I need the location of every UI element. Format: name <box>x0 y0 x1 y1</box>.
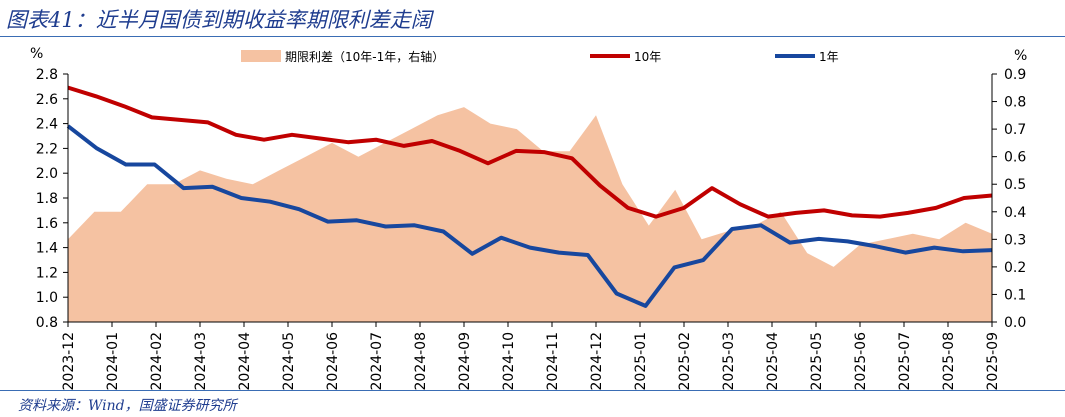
right-axis-label: % <box>1014 48 1027 64</box>
source-divider <box>0 390 1065 391</box>
x-tick-label: 2024-02 <box>149 332 165 391</box>
x-tick-label: 2025-07 <box>897 332 913 391</box>
plot-area <box>66 85 993 322</box>
right-tick-label: 0.6 <box>1004 150 1026 166</box>
right-tick-label: 0.5 <box>1004 177 1026 193</box>
legend: 期限利差（10年-1年，右轴） 10年 1年 <box>241 49 839 64</box>
right-tick-label: 0.1 <box>1004 287 1026 303</box>
right-tick-label: 0.3 <box>1004 232 1026 248</box>
left-tick-label: 2.6 <box>36 92 58 108</box>
right-tick-label: 0.0 <box>1004 315 1026 331</box>
x-tick-label: 2023-12 <box>61 332 77 391</box>
left-tick-label: 2.8 <box>36 67 58 83</box>
x-tick-label: 2025-05 <box>809 332 825 391</box>
left-tick-label: 1.0 <box>36 290 58 306</box>
spread-area <box>68 107 992 322</box>
x-tick-label: 2024-07 <box>369 332 385 391</box>
left-tick-label: 2.4 <box>36 117 58 133</box>
title-divider <box>0 36 1065 37</box>
x-tick-label: 2025-02 <box>677 332 693 391</box>
x-tick-label: 2024-06 <box>325 332 341 391</box>
left-tick-label: 2.0 <box>36 166 58 182</box>
left-tick-label: 1.6 <box>36 216 58 232</box>
left-axis-label: % <box>30 46 43 62</box>
right-tick-label: 0.2 <box>1004 260 1026 276</box>
source-note: 资料来源：Wind，国盛证券研究所 <box>18 398 237 414</box>
x-tick-label: 2025-03 <box>721 332 737 391</box>
left-tick-label: 1.2 <box>36 265 58 281</box>
left-tick-label: 0.8 <box>36 315 58 331</box>
chart-title: 图表41：近半月国债到期收益率期限利差走阔 <box>6 8 432 32</box>
x-tick-label: 2024-04 <box>237 332 253 391</box>
left-tick-label: 2.2 <box>36 141 58 157</box>
x-tick-label: 2024-10 <box>501 332 517 391</box>
right-tick-label: 0.7 <box>1004 122 1026 138</box>
left-tick-label: 1.4 <box>36 241 58 257</box>
right-axis-ticks: 0.9 0.8 0.7 0.6 0.5 0.4 0.3 0.2 0.1 0.0 <box>992 67 1026 331</box>
left-axis-ticks: 2.8 2.6 2.4 2.2 2.0 1.8 1.6 1.4 1.2 1.0 0.8 <box>36 67 68 331</box>
x-tick-label: 2024-11 <box>545 332 561 391</box>
x-tick-label: 2024-12 <box>589 332 605 391</box>
right-tick-label: 0.9 <box>1004 67 1026 83</box>
x-tick-label: 2025-04 <box>765 332 781 391</box>
left-tick-label: 1.8 <box>36 191 58 207</box>
right-tick-label: 0.8 <box>1004 95 1026 111</box>
legend-swatch-spread <box>241 50 281 62</box>
right-tick-label: 0.4 <box>1004 205 1026 221</box>
line-1y <box>66 124 993 308</box>
line-10y <box>67 85 993 219</box>
legend-label-10y: 10年 <box>634 50 661 64</box>
x-tick-label: 2024-01 <box>105 332 121 391</box>
x-tick-label: 2024-09 <box>457 332 473 391</box>
x-axis-ticks: 2023-12 2024-01 2024-02 2024-03 2024-04 2024-… <box>61 322 1001 391</box>
x-tick-label: 2024-08 <box>413 332 429 391</box>
x-tick-label: 2025-06 <box>853 332 869 391</box>
legend-label-1y: 1年 <box>819 50 839 64</box>
x-tick-label: 2024-03 <box>193 332 209 391</box>
x-tick-label: 2024-05 <box>281 332 297 391</box>
x-tick-label: 2025-01 <box>633 332 649 391</box>
legend-label-spread: 期限利差（10年-1年，右轴） <box>285 49 444 64</box>
x-tick-label: 2025-08 <box>941 332 957 391</box>
x-tick-label: 2025-09 <box>985 332 1001 391</box>
